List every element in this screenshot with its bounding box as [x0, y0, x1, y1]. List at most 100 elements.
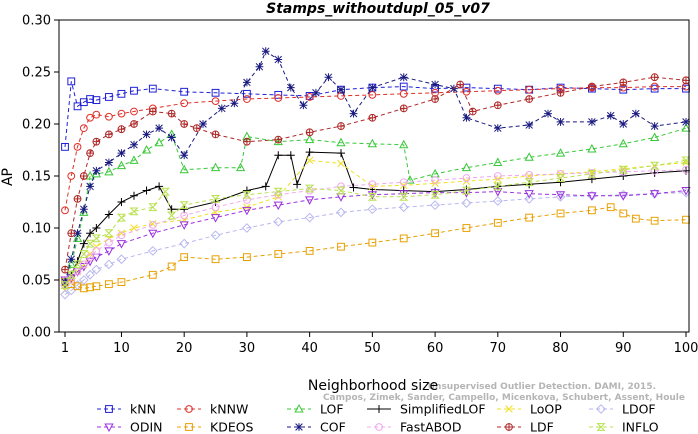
data-point-cof-28: [431, 80, 439, 89]
data-point-ldof-15: [367, 204, 378, 215]
data-point-ldof-3: [78, 275, 89, 285]
data-point-kdeos-6: [105, 280, 113, 289]
y-axis: 0.00 0.05 0.10 0.15 0.20 0.25 0.30: [22, 14, 59, 341]
x-axis: 1 10 20 30 40 50 60 70 80 90 100: [61, 332, 698, 356]
data-point-knnw-0: [61, 206, 69, 215]
data-point-fastabod-16: [399, 178, 408, 187]
x-tick-label-7: 70: [490, 341, 507, 356]
data-point-knnw-7: [117, 109, 126, 118]
data-point-fastabod-15: [368, 180, 377, 189]
data-point-ldf-12: [192, 124, 201, 132]
legend-label-ldof: LDOF: [622, 402, 656, 417]
legend-item-odin: ODIN: [97, 420, 163, 434]
data-point-ldof-20: [524, 193, 535, 204]
legend-label-cof: COF: [320, 420, 346, 434]
data-point-cof-11: [167, 133, 176, 142]
data-point-loop-14: [305, 156, 314, 165]
data-point-ldf-21: [456, 80, 465, 89]
data-point-knnw-5: [92, 110, 101, 119]
watermark-line-1: Unsupervised Outlier Detection. DAMI, 20…: [428, 382, 656, 392]
legend-item-loop: LoOP: [497, 402, 562, 417]
series-line-kdeos: [64, 206, 687, 289]
data-point-simplifiedlof-7: [117, 198, 126, 206]
data-point-kdeos-8: [148, 270, 157, 279]
data-point-kdeos-9: [167, 262, 176, 271]
legend-marker-loop: [505, 405, 513, 413]
data-point-cof-18: [261, 47, 270, 56]
data-point-lof-12: [179, 164, 189, 174]
data-point-knn-7: [117, 89, 126, 98]
data-point-ldof-6: [104, 259, 114, 270]
data-point-knnw-2: [73, 142, 82, 151]
data-point-simplifiedlof-3: [79, 239, 88, 248]
data-point-fastabod-17: [431, 176, 439, 185]
data-point-simplifiedlof-14: [242, 186, 251, 195]
data-point-cof-15: [230, 99, 239, 108]
series-line-fastabod: [64, 169, 687, 286]
data-point-odin-4: [85, 257, 95, 267]
data-point-odin-19: [493, 188, 503, 197]
series-line-lof: [64, 127, 687, 283]
legend-marker-lof: [294, 403, 304, 413]
data-point-cof-32: [525, 121, 534, 129]
data-point-simplifiedlof-18: [293, 180, 302, 189]
y-axis-label: AP: [0, 168, 16, 186]
data-point-cof-4: [86, 182, 94, 191]
data-point-knn-9: [148, 84, 157, 93]
data-point-inflo-12: [179, 201, 189, 210]
chart-title: Stamps_withoutdupl_05_v07: [266, 1, 490, 17]
data-point-ldf-15: [274, 135, 283, 144]
data-point-fastabod-19: [493, 172, 502, 180]
data-point-knnw-20: [493, 86, 502, 95]
data-point-odin-9: [179, 221, 189, 230]
data-point-ldf-27: [619, 78, 628, 87]
legend-item-ldf: LDF: [497, 420, 554, 434]
y-tick-label-5: 0.25: [22, 66, 51, 81]
data-point-knn-11: [211, 88, 220, 97]
legend: kNN kNNW LOF SimplifiedLOF LoOP LDOF ODIN KDEOS…: [97, 402, 659, 434]
data-point-cof-7: [117, 149, 126, 158]
data-point-knnw-12: [243, 95, 251, 103]
data-point-fastabod-3: [79, 260, 88, 269]
data-point-ldof-5: [91, 264, 102, 275]
data-point-ldof-17: [430, 200, 440, 211]
data-point-ldf-6: [105, 130, 113, 139]
data-point-ldf-20: [431, 95, 439, 103]
data-point-knnw-4: [86, 113, 94, 122]
data-point-cof-17: [255, 62, 264, 71]
data-point-inflo-23: [524, 178, 534, 187]
legend-item-simplifiedlof: SimplifiedLOF: [367, 402, 486, 417]
data-point-inflo-28: [681, 156, 691, 165]
data-point-simplifiedlof-28: [556, 178, 565, 187]
y-tick-label-0: 0.00: [22, 326, 51, 341]
legend-item-knn: kNN: [97, 402, 156, 417]
data-point-ldf-25: [556, 88, 565, 97]
legend-marker-ldf: [505, 423, 513, 431]
data-point-cof-24: [337, 85, 345, 94]
data-point-ldof-12: [273, 216, 284, 227]
data-point-ldf-19: [399, 104, 408, 113]
data-point-cof-12: [180, 151, 189, 160]
data-point-ldf-13: [211, 130, 220, 139]
data-point-odin-24: [649, 190, 660, 199]
data-point-lof-29: [649, 132, 660, 142]
data-point-knn-2: [73, 102, 82, 111]
data-point-lof-9: [141, 144, 152, 154]
series-kdeos: [61, 203, 690, 293]
data-point-lof-18: [336, 137, 346, 147]
data-point-ldof-19: [492, 196, 503, 206]
data-point-inflo-9: [148, 203, 158, 212]
data-point-inflo-21: [461, 186, 472, 195]
data-point-simplifiedlof-8: [130, 191, 138, 200]
x-tick-label-10: 100: [674, 341, 698, 356]
data-point-lof-20: [399, 139, 409, 149]
y-tick-label-6: 0.30: [22, 14, 51, 29]
data-point-cof-10: [155, 124, 163, 133]
data-point-cof-38: [631, 109, 640, 118]
data-point-knnw-6: [105, 112, 113, 121]
legend-marker-knnw: [185, 405, 193, 413]
data-point-odin-23: [618, 192, 628, 201]
data-point-fastabod-9: [180, 211, 189, 220]
data-point-inflo-10: [160, 187, 170, 196]
series-line-ldf: [64, 76, 687, 270]
